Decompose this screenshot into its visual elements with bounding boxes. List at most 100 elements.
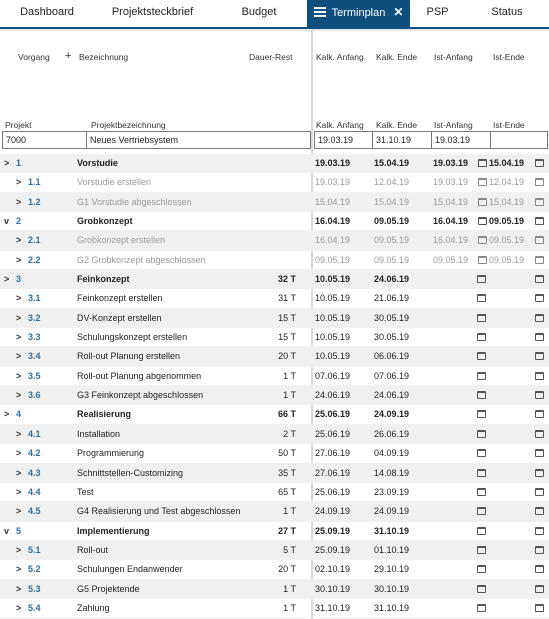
task-number[interactable]: 3.4 <box>28 351 41 362</box>
col-kalk-anfang[interactable]: Kalk. Anfang <box>316 52 364 62</box>
task-row[interactable]: >4.2 Programmierung 50 T 27.06.19 04.09.19 <box>0 444 549 464</box>
task-row[interactable]: >3.6 G3 Feinkonzept abgeschlossen 1 T 24.06… <box>0 386 549 406</box>
task-number[interactable]: 1.1 <box>28 177 41 188</box>
task-row[interactable]: >3.2 DV-Konzept erstellen 15 T 10.05.19 30.0… <box>0 308 549 329</box>
ist-anfang-calendar-icon[interactable] <box>477 405 486 424</box>
expand-chevron-icon[interactable]: > <box>16 448 22 459</box>
task-row[interactable]: >3.4 Roll-out Planung erstellen 20 T 10.05.… <box>0 347 549 367</box>
task-number[interactable]: 4.3 <box>28 467 41 478</box>
ist-ende-calendar-icon[interactable] <box>535 367 544 386</box>
ist-anfang-calendar-icon[interactable] <box>477 289 486 308</box>
ist-anfang-calendar-icon[interactable] <box>478 193 487 212</box>
expand-chevron-icon[interactable]: > <box>16 332 22 343</box>
task-row[interactable]: >5.1 Roll-out 5 T 25.09.19 01.10.19 <box>0 540 549 561</box>
col-dauer-rest[interactable]: Dauer-Rest <box>249 52 293 62</box>
task-number[interactable]: 3 <box>16 274 22 285</box>
expand-chevron-icon[interactable]: > <box>16 486 22 497</box>
expand-chevron-icon[interactable]: > <box>16 177 22 188</box>
task-row[interactable]: v 2 Grobkonzept 16.04.19 09.05.19 16.04.19 09.… <box>0 212 549 232</box>
ist-anfang-calendar-icon[interactable] <box>477 309 486 328</box>
expand-chevron-icon[interactable]: > <box>16 564 22 575</box>
task-number[interactable]: 5.4 <box>28 602 41 613</box>
expand-chevron-icon[interactable]: > <box>4 409 10 420</box>
project-kalk-ende-field[interactable]: 31.10.19 <box>372 131 432 149</box>
task-number[interactable]: 4.4 <box>28 486 41 497</box>
ist-ende-calendar-icon[interactable] <box>535 444 544 463</box>
expand-chevron-icon[interactable]: v <box>4 525 10 536</box>
ist-anfang-calendar-icon[interactable] <box>477 599 486 618</box>
expand-chevron-icon[interactable]: > <box>16 506 22 517</box>
task-row[interactable]: >4.5 G4 Realisierung und Test abgeschloss… <box>0 502 549 522</box>
expand-chevron-icon[interactable]: > <box>16 390 22 401</box>
expand-chevron-icon[interactable]: > <box>16 602 22 613</box>
ist-ende-calendar-icon[interactable] <box>535 193 544 212</box>
expand-chevron-icon[interactable]: > <box>4 158 10 168</box>
ist-anfang-calendar-icon[interactable] <box>477 347 486 366</box>
col-vorgang[interactable]: Vorgang <box>18 52 50 62</box>
task-row[interactable]: >1.2 G1 Vorstudie abgeschlossen 15.04.19 15… <box>0 192 549 213</box>
expand-chevron-icon[interactable]: v <box>4 216 10 227</box>
task-number[interactable]: 3.6 <box>28 390 41 401</box>
ist-ende-calendar-icon[interactable] <box>535 212 544 231</box>
expand-chevron-icon[interactable]: > <box>16 235 22 246</box>
col-kalk-ende[interactable]: Kalk. Ende <box>376 52 418 62</box>
ist-ende-calendar-icon[interactable] <box>535 541 544 560</box>
ist-anfang-calendar-icon[interactable] <box>477 541 486 560</box>
expand-chevron-icon[interactable]: > <box>16 467 22 478</box>
ist-anfang-calendar-icon[interactable] <box>477 580 486 599</box>
task-number[interactable]: 2.2 <box>28 254 41 265</box>
expand-chevron-icon[interactable]: > <box>16 312 22 323</box>
ist-anfang-calendar-icon[interactable] <box>477 386 486 405</box>
ist-ende-calendar-icon[interactable] <box>535 425 544 444</box>
expand-chevron-icon[interactable]: > <box>16 544 22 555</box>
ist-anfang-calendar-icon[interactable] <box>477 270 486 289</box>
ist-ende-calendar-icon[interactable] <box>535 328 544 347</box>
ist-anfang-calendar-icon[interactable] <box>477 425 486 444</box>
col-ist-anfang[interactable]: Ist-Anfang <box>434 52 473 62</box>
task-row[interactable]: >3.3 Schulungskonzept erstellen 15 T 10.05.… <box>0 328 549 348</box>
col-bezeichnung[interactable]: Bezeichnung <box>79 52 129 62</box>
task-row[interactable]: >2.1 Grobkonzept erstellen 16.04.19 09.05.1… <box>0 231 549 251</box>
tab-terminplan[interactable]: Terminplan ✕ <box>307 0 410 27</box>
tab-dashboard[interactable]: Dashboard <box>20 6 74 18</box>
ist-ende-calendar-icon[interactable] <box>535 599 544 618</box>
tab-budget[interactable]: Budget <box>241 6 277 18</box>
ist-anfang-calendar-icon[interactable] <box>477 483 486 502</box>
expand-chevron-icon[interactable]: > <box>16 196 22 207</box>
project-name-field[interactable]: Neues Vertriebsystem <box>86 131 311 149</box>
project-id-field[interactable]: 7000 <box>2 131 87 149</box>
task-number[interactable]: 5.3 <box>28 583 41 594</box>
ist-ende-calendar-icon[interactable] <box>535 289 544 308</box>
task-number[interactable]: 4.1 <box>28 428 41 439</box>
task-number[interactable]: 3.1 <box>28 293 41 304</box>
task-number[interactable]: 3.2 <box>28 312 41 323</box>
col-ist-ende[interactable]: Ist-Ende <box>493 52 525 62</box>
ist-ende-calendar-icon[interactable] <box>535 347 544 366</box>
ist-anfang-calendar-icon[interactable] <box>478 231 487 250</box>
ist-anfang-calendar-icon[interactable] <box>477 464 486 483</box>
menu-icon[interactable] <box>313 7 326 18</box>
expand-chevron-icon[interactable]: > <box>16 351 22 362</box>
task-row[interactable]: >4.3 Schnittstellen-Customizing 35 T 27.06.… <box>0 463 549 483</box>
project-kalk-anfang-field[interactable]: 19.03.19 <box>314 131 373 149</box>
ist-anfang-calendar-icon[interactable] <box>477 560 486 579</box>
ist-anfang-calendar-icon[interactable] <box>478 212 487 231</box>
project-ist-anfang-field[interactable]: 19.03.19 <box>431 131 491 149</box>
task-number[interactable]: 5 <box>16 525 22 536</box>
ist-anfang-calendar-icon[interactable] <box>477 328 486 347</box>
expand-chevron-icon[interactable]: > <box>16 428 22 439</box>
task-number[interactable]: 3.3 <box>28 332 41 343</box>
task-row[interactable]: >1.1 Vorstudie erstellen 19.03.19 12.04.19 1… <box>0 173 549 193</box>
ist-anfang-calendar-icon[interactable] <box>477 522 486 541</box>
task-row[interactable]: >5.4 Zahlung 1 T 31.10.19 31.10.19 <box>0 599 549 619</box>
task-row[interactable]: >2.2 G2 Grobkonzept abgeschlossen 09.05.19… <box>0 251 549 271</box>
ist-ende-calendar-icon[interactable] <box>535 173 544 192</box>
expand-chevron-icon[interactable]: > <box>4 274 10 285</box>
tab-projektsteckbrief[interactable]: Projektsteckbrief <box>111 6 194 18</box>
task-row[interactable]: >3.5 Roll-out Planung abgenommen 1 T 07.06.… <box>0 367 549 387</box>
task-number[interactable]: 5.1 <box>28 544 41 555</box>
ist-ende-calendar-icon[interactable] <box>535 522 544 541</box>
ist-ende-calendar-icon[interactable] <box>535 483 544 502</box>
project-ist-ende-field[interactable] <box>490 131 548 149</box>
task-row[interactable]: >4.4 Test 65 T 25.06.19 23.09.19 <box>0 483 549 503</box>
